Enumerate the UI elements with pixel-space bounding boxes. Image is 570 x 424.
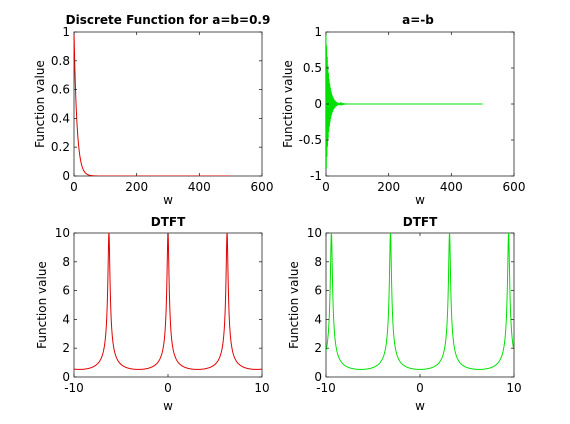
subplot-2-ytick-label: 1 <box>314 25 322 39</box>
subplot-3-ytick-label: 6 <box>62 284 70 298</box>
subplot-2: a=-b 0 200 400 600 -1 -0.5 0 0.5 1 w Function va… <box>281 13 525 207</box>
subplot-3-ytick-label: 4 <box>62 312 70 326</box>
subplot-4-ytick-label: 6 <box>314 284 322 298</box>
subplot-4-xtick-label: -10 <box>316 381 336 395</box>
subplot-1-ytick-label: 0 <box>62 169 70 183</box>
subplot-3-ytick-label: 0 <box>62 370 70 384</box>
subplot-1-ytick-label: 0.8 <box>51 54 70 68</box>
subplot-1-xtick-label: 200 <box>125 180 148 194</box>
subplot-2-title: a=-b <box>402 13 434 27</box>
subplot-4-xtick-label: 0 <box>416 381 424 395</box>
subplot-4-ylabel: Function value <box>287 261 301 349</box>
subplot-2-xtick-label: 200 <box>377 180 400 194</box>
subplot-3-xtick-label: -10 <box>64 381 84 395</box>
subplot-2-xtick-label: 0 <box>322 180 330 194</box>
subplot-4-xtick-label: 10 <box>506 381 521 395</box>
subplot-2-xtick-label: 400 <box>440 180 463 194</box>
subplot-2-plot-area: 0 200 400 600 -1 -0.5 0 0.5 1 <box>299 25 526 194</box>
subplot-2-ytick-label: -0.5 <box>299 133 322 147</box>
subplot-4-ytick-label: 0 <box>314 370 322 384</box>
subplot-1-xtick-label: 0 <box>70 180 78 194</box>
subplot-4-ytick-label: 10 <box>307 226 322 240</box>
subplot-3-series-line <box>74 233 262 370</box>
subplot-2-xtick-label: 600 <box>503 180 526 194</box>
subplot-3-ylabel: Function value <box>35 261 49 349</box>
subplot-4-xlabel: w <box>415 399 425 413</box>
subplot-3-xtick-label: 0 <box>164 381 172 395</box>
subplot-1-ytick-label: 0.4 <box>51 111 70 125</box>
subplot-1-xlabel: w <box>163 193 173 207</box>
subplot-1-xtick-label: 600 <box>251 180 274 194</box>
subplot-1-ylabel: Function value <box>33 60 47 148</box>
subplot-2-ylabel: Function value <box>281 60 295 148</box>
subplot-1-ytick-label: 0.2 <box>51 140 70 154</box>
subplot-4-ytick-label: 2 <box>314 341 322 355</box>
subplot-1-series-line <box>74 32 231 176</box>
subplot-4-ytick-label: 8 <box>314 255 322 269</box>
subplot-1-ytick-label: 1 <box>62 25 70 39</box>
subplot-3-ytick-label: 8 <box>62 255 70 269</box>
subplot-1: Discrete Function for a=b=0.9 0 200 400 600… <box>33 13 273 207</box>
subplot-3-title: DTFT <box>151 215 186 229</box>
subplot-2-ytick-label: 0 <box>314 97 322 111</box>
subplot-2-xlabel: w <box>415 193 425 207</box>
subplot-1-ytick-label: 0.6 <box>51 83 70 97</box>
subplot-3-xtick-label: 10 <box>254 381 269 395</box>
subplot-3-axes-box <box>73 232 263 378</box>
subplot-1-xtick-label: 400 <box>188 180 211 194</box>
subplot-4-series-line <box>326 233 514 370</box>
subplot-4-axes-box <box>325 232 515 378</box>
subplot-1-title: Discrete Function for a=b=0.9 <box>66 13 271 27</box>
subplot-2-ytick-label: 0.5 <box>303 61 322 75</box>
subplot-4-ytick-label: 4 <box>314 312 322 326</box>
subplot-2-series-line <box>326 32 483 169</box>
subplot-4-title: DTFT <box>403 215 438 229</box>
subplot-3-xlabel: w <box>163 399 173 413</box>
subplot-3-ytick-label: 2 <box>62 341 70 355</box>
subplot-1-axes-box <box>73 31 263 177</box>
subplot-1-plot-area: 0 200 400 600 0 0.2 0.4 0.6 0.8 1 <box>51 25 274 194</box>
subplot-2-ytick-label: -1 <box>310 169 322 183</box>
subplot-3-ytick-label: 10 <box>55 226 70 240</box>
